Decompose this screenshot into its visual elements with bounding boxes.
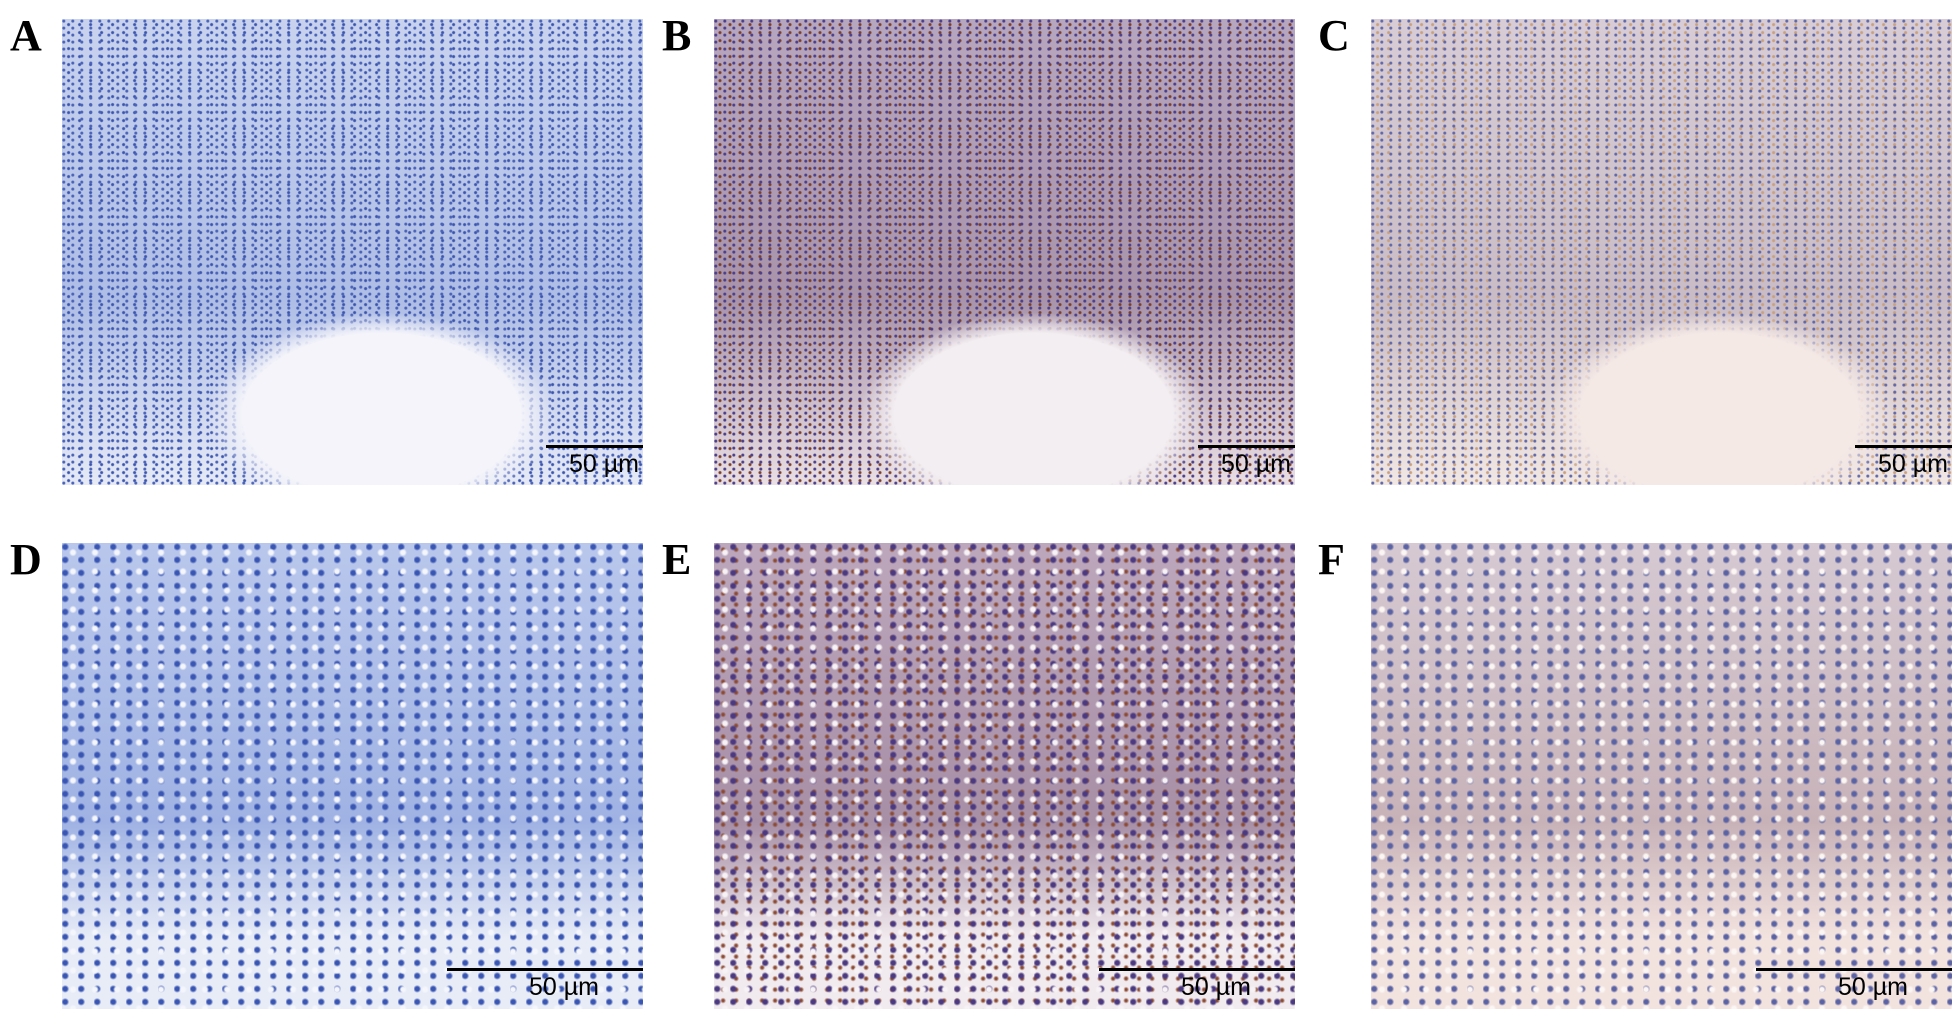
panel-label-a: A (10, 11, 42, 60)
panel-label-b: B (662, 11, 692, 60)
scale-bar (546, 445, 643, 448)
scale-bar-label: 50 µm (1181, 973, 1251, 1001)
micrograph-c: 50 µm (1371, 19, 1952, 485)
scale-bar (1198, 445, 1295, 448)
panel-label-e: E (662, 535, 692, 584)
scale-bar (1099, 968, 1295, 971)
scale-bar (1756, 968, 1952, 971)
micrograph-b: 50 µm (714, 19, 1295, 485)
scale-bar-label: 50 µm (569, 450, 639, 478)
scale-bar-label: 50 µm (529, 973, 599, 1001)
panel-label-c: C (1318, 11, 1350, 60)
micrograph-f: 50 µm (1371, 543, 1952, 1009)
scale-bar-label: 50 µm (1838, 973, 1908, 1001)
panel-label-d: D (10, 535, 42, 584)
scale-bar (1855, 445, 1952, 448)
scale-bar-label: 50 µm (1878, 450, 1948, 478)
scale-bar (447, 968, 643, 971)
micrograph-e: 50 µm (714, 543, 1295, 1009)
micrograph-d: 50 µm (62, 543, 643, 1009)
scale-bar-label: 50 µm (1221, 450, 1291, 478)
panel-label-f: F (1318, 535, 1345, 584)
micrograph-a: 50 µm (62, 19, 643, 485)
